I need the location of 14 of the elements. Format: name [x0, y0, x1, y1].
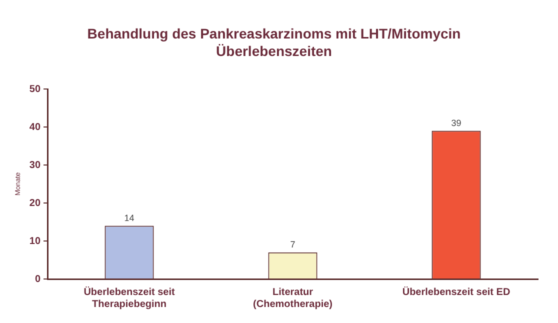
data-label: 39	[451, 118, 462, 128]
y-tick-label: 0	[34, 274, 41, 285]
y-tick-label: 50	[29, 84, 41, 95]
chart-subtitle: Überlebenszeiten	[216, 43, 332, 60]
chart-title: Behandlung des Pankreaskarzinoms mit LHT/Mitomycin	[87, 26, 461, 42]
x-tick-label: Überlebenszeit seit ED	[402, 286, 510, 298]
y-tick-label: 10	[29, 236, 41, 247]
data-label: 7	[290, 239, 296, 250]
y-tick-label: 20	[29, 198, 41, 209]
y-tick-label: 30	[29, 160, 41, 171]
data-label: 14	[124, 212, 134, 223]
x-tick-label: Literatur (Chemotherapie)	[253, 286, 332, 310]
x-tick-label: Überlebenszeit seit Therapiebeginn	[84, 286, 176, 310]
y-tick-label: 40	[29, 122, 41, 133]
